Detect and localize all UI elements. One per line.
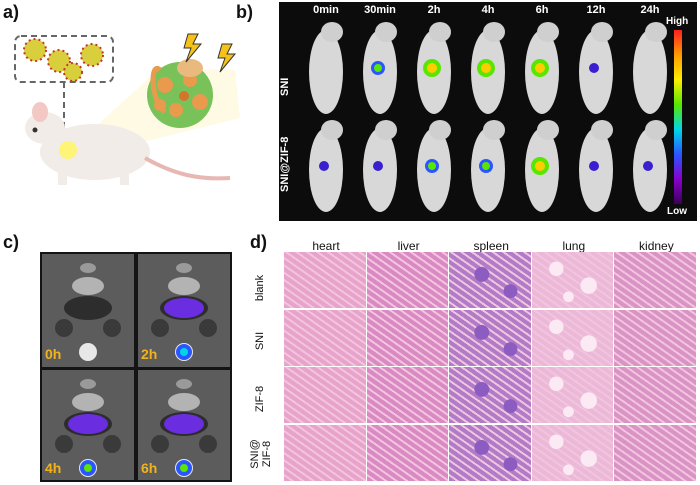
time-label-2h: 2h	[427, 4, 441, 16]
organ-set	[55, 263, 121, 361]
organ-label-spleen: spleen	[473, 239, 509, 253]
panel-label-c: c)	[3, 232, 20, 252]
mouse-image	[417, 22, 451, 114]
mouse-image	[471, 22, 505, 114]
colorbar-low-label: Low	[667, 206, 687, 217]
mouse-image	[471, 120, 505, 212]
nanoparticle-2	[47, 49, 71, 73]
mouse-image	[417, 120, 451, 212]
mouse-image	[363, 22, 397, 114]
nanoparticle-4	[80, 43, 104, 67]
tissue-section	[449, 424, 531, 481]
time-label-6h: 6h	[535, 4, 549, 16]
group-label-sni: SNI	[254, 331, 266, 351]
schematic-illustration	[14, 33, 240, 185]
mouse-image	[309, 22, 343, 114]
tissue-section	[614, 424, 696, 481]
mouse-image	[309, 120, 343, 212]
organ-label-kidney: kidney	[639, 239, 674, 253]
tissue-section	[449, 252, 531, 308]
invivo-imaging-panel: 0min 30min 2h 4h 6h 12h 24h SNI SNI@ZIF-8 High…	[279, 2, 697, 221]
tissue-section	[614, 252, 696, 308]
tissue-section	[531, 309, 614, 366]
nanoparticle-3	[63, 62, 83, 82]
time-label-2h: 2h	[141, 346, 158, 362]
mouse-image	[525, 22, 559, 114]
tissue-section	[531, 252, 614, 308]
histology-grid	[284, 252, 697, 482]
mouse-image	[525, 120, 559, 212]
tumor-illustration	[147, 59, 213, 128]
time-label-0min: 0min	[313, 4, 339, 16]
mouse-image	[633, 22, 667, 114]
tissue-section	[366, 309, 449, 366]
organ-image-grid	[55, 263, 217, 477]
time-label-6h: 6h	[141, 460, 158, 476]
lightning-icon	[183, 33, 203, 63]
panel-label-a: a)	[3, 2, 20, 22]
time-label-0h: 0h	[45, 346, 62, 362]
tissue-section	[449, 309, 531, 366]
colorbar-high-label: High	[666, 16, 689, 27]
mouse-image	[363, 120, 397, 212]
lightning-icon	[217, 43, 237, 73]
tissue-section	[284, 309, 366, 366]
time-label-24h: 24h	[640, 4, 660, 16]
tissue-section	[449, 367, 531, 423]
tissue-section	[614, 367, 696, 423]
panel-label-d: d)	[250, 232, 267, 252]
mouse-image-grid	[309, 22, 667, 212]
organ-set	[151, 379, 217, 477]
group-label-blank: blank	[254, 274, 266, 302]
time-label-30min: 30min	[364, 4, 396, 16]
tissue-section	[284, 252, 366, 308]
tissue-section	[531, 424, 614, 481]
tissue-section	[531, 367, 614, 423]
mouse-image	[633, 120, 667, 212]
organ-label-liver: liver	[397, 239, 420, 253]
organ-set	[55, 379, 121, 477]
time-label-4h: 4h	[481, 4, 495, 16]
mouse-image	[579, 120, 613, 212]
nanoparticle-1	[23, 38, 47, 62]
tissue-section	[284, 424, 366, 481]
group-label-sni-zif8: SNI@ ZIF-8	[249, 439, 273, 469]
time-label-12h: 12h	[586, 4, 606, 16]
time-label-4h: 4h	[45, 460, 62, 476]
mouse-image	[579, 22, 613, 114]
group-label-zif8: ZIF-8	[254, 385, 266, 413]
tissue-section	[284, 367, 366, 423]
organ-label-heart: heart	[312, 239, 340, 253]
tissue-section	[366, 252, 449, 308]
tissue-section	[366, 367, 449, 423]
organ-label-lung: lung	[562, 239, 586, 253]
tissue-section	[614, 309, 696, 366]
tissue-section	[366, 424, 449, 481]
mouse-illustration	[25, 102, 231, 185]
exvivo-imaging-panel: 0h 2h 4h 6h	[40, 252, 232, 482]
organ-set	[151, 263, 217, 361]
intensity-colorbar	[674, 30, 682, 204]
panel-label-b: b)	[236, 2, 253, 22]
